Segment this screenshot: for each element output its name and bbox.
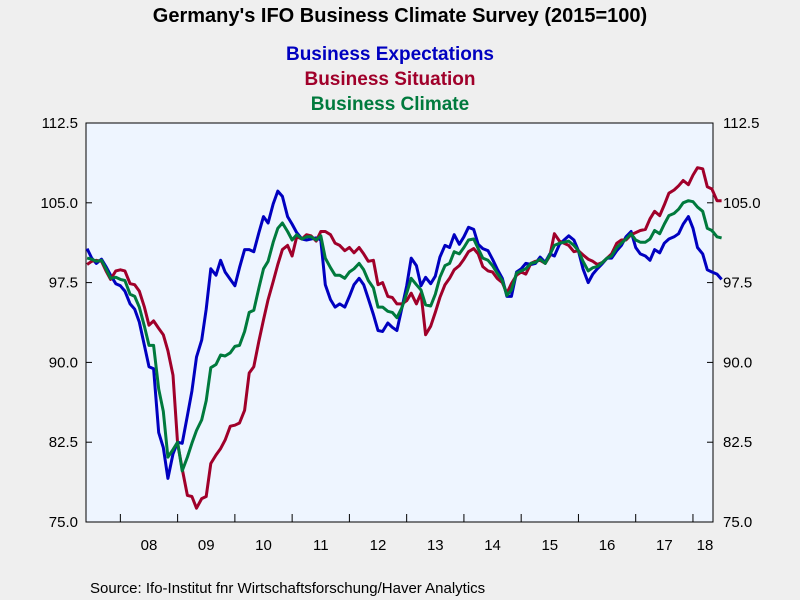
x-tick-label: 14: [484, 537, 501, 554]
legend-business-expectations: Business Expectations: [286, 44, 494, 65]
y-tick-label-right: 82.5: [723, 434, 752, 451]
y-tick-label-right: 90.0: [723, 354, 752, 371]
y-tick-label-left: 90.0: [49, 354, 78, 371]
x-tick-label: 11: [313, 537, 329, 554]
x-tick-label: 18: [697, 537, 714, 554]
series-layer: [85, 166, 723, 510]
x-axis: 08 09 10 11 12 13 14 15 16 17 18: [119, 514, 714, 554]
y-tick-label-left: 82.5: [49, 434, 78, 451]
x-tick-label: 12: [370, 537, 387, 554]
y-tick-label-left: 112.5: [42, 115, 78, 132]
y-tick-label-right: 105.0: [723, 195, 761, 212]
x-tick-label: 13: [427, 537, 444, 554]
x-tick-label: 08: [141, 537, 158, 554]
x-tick-label: 09: [198, 537, 215, 554]
y-tick-label-left: 97.5: [49, 275, 78, 292]
y-tick-label-right: 112.5: [723, 115, 759, 132]
y-tick-label-left: 75.0: [49, 514, 78, 531]
legend-business-climate: Business Climate: [311, 94, 469, 115]
chart-title: Germany's IFO Business Climate Survey (2…: [153, 5, 647, 27]
y-tick-label-right: 75.0: [723, 514, 752, 531]
x-tick-label: 10: [255, 537, 272, 554]
legend-business-situation: Business Situation: [304, 69, 475, 90]
series-line-business-climate: [86, 199, 722, 473]
source-note: Source: Ifo-Institut fnr Wirtschaftsfors…: [90, 580, 485, 597]
x-tick-label: 15: [541, 537, 558, 554]
y-tick-label-left: 105.0: [40, 195, 78, 212]
y-axis-right: 75.0 82.5 90.0 97.5 105.0 112.5: [707, 115, 761, 531]
x-tick-label: 16: [599, 537, 616, 554]
y-axis-left: 75.0 82.5 90.0 97.5 105.0 112.5: [40, 115, 92, 531]
x-tick-label: 17: [656, 537, 673, 554]
y-tick-label-right: 97.5: [723, 275, 752, 292]
